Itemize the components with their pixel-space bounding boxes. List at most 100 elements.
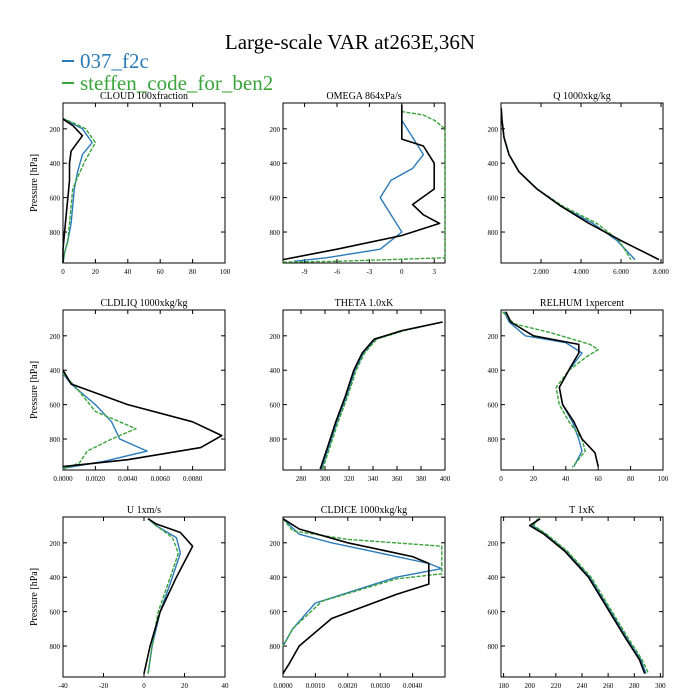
panel-8-xtick-label: 0.0030 [371,682,391,690]
panel-5-ytick-label: 600 [270,402,281,410]
panel-2-ytick-label: 400 [270,160,281,168]
panel-3-frame [500,102,664,264]
panel-9-xtick-label: 180 [498,682,509,690]
panel-6-ytick-label: 600 [488,402,499,410]
panel-6-ytick-label: 400 [488,367,499,375]
panel-5-xtick-label: 340 [368,475,379,483]
panel-6-xtick-label: 80 [627,475,635,483]
panel-1-ytick-label: 200 [50,126,61,134]
panel-9-ytick-label: 800 [488,643,499,651]
panel-6-xtick-label: 20 [530,475,538,483]
panel-4-series-black [62,369,223,468]
panel-6-frame [500,309,664,471]
panel-4-xtick-label: 0.0040 [118,475,138,483]
panel-5-series-green [321,321,443,470]
legend-label-green: steffen_code_for_ben2 [80,71,274,95]
panel-1-xtick-label: 0 [61,268,65,276]
panel-2-frame [282,102,446,264]
panel-7-frame [62,516,226,678]
panel-6-series-blue [503,311,583,467]
panel-5-frame [282,309,446,471]
panel-6-xtick-label: 40 [562,475,570,483]
panel-4-ylabel: Pressure [hPa] [29,361,40,419]
panel-1-xtick-label: 40 [124,268,132,276]
panel-4-ytick-label: 200 [50,333,61,341]
panel-7-series-black [143,518,194,674]
legend-swatch-green [62,82,74,84]
panel-3-ytick-label: 600 [488,195,499,203]
panel-8-xtick-label: 0.0020 [338,682,358,690]
panel-6-xtick-label: 100 [658,475,669,483]
panel-2-xtick-label: 0 [400,268,404,276]
panel-9-xtick-label: 300 [655,682,666,690]
panel-3-xtick-label: 8.000 [653,268,669,276]
panel-9-series-green [533,518,650,674]
panel-5-series-black [319,321,443,470]
panel-4-ytick-label: 400 [50,367,61,375]
legend: 037_f2c steffen_code_for_ben2 [62,50,273,94]
panel-3-xtick-label: 6.000 [613,268,629,276]
panel-5-xtick-label: 280 [296,475,307,483]
panel-5-title: THETA 1.0xK [335,298,394,309]
legend-label-blue: 037_f2c [80,49,149,73]
panel-7-ytick-label: 200 [50,540,61,548]
panel-2-title: OMEGA 864xPa/s [326,91,401,102]
panel-1-xtick-label: 100 [220,268,231,276]
panel-1-xtick-label: 80 [189,268,197,276]
panel-5-xtick-label: 300 [320,475,331,483]
panel-3-ytick-label: 800 [488,229,499,237]
panel-9-series-blue [531,518,647,674]
panel-2-series-blue [293,104,425,262]
panel-8-series-black [282,518,430,675]
panel-8-xtick-label: 0.0040 [403,682,423,690]
panel-3-series-black [500,108,660,261]
panel-6-series-black [505,311,599,467]
panel-9-xtick-label: 200 [524,682,535,690]
panel-8-ytick-label: 400 [270,574,281,582]
panel-6-ytick-label: 200 [488,333,499,341]
panel-4-title: CLDLIQ 1000xkg/kg [101,298,188,309]
panel-7-xtick-label: 40 [222,682,230,690]
panel-7-title: U 1xm/s [127,505,161,516]
panel-2-series-green [282,104,446,263]
panel-2-xtick-label: -9 [302,268,308,276]
panel-5-ytick-label: 800 [270,436,281,444]
panel-8-xtick-label: 0.0010 [306,682,326,690]
panel-7-xtick-label: 20 [181,682,189,690]
panel-4-frame [62,309,226,471]
panel-2-ytick-label: 800 [270,229,281,237]
panel-9-title: T 1xK [569,505,595,516]
panel-5-ytick-label: 400 [270,367,281,375]
panel-1-ylabel: Pressure [hPa] [29,154,40,212]
panel-4-xtick-label: 0.0020 [86,475,106,483]
panel-1-frame [62,102,226,264]
panel-4-series-green [62,373,137,470]
panel-2-xtick-label: -6 [334,268,340,276]
panel-9-xtick-label: 280 [629,682,640,690]
panel-1-series-green [62,117,97,264]
panel-2-xtick-label: 3 [432,268,436,276]
panel-7-xtick-label: -40 [58,682,68,690]
panel-5-xtick-label: 400 [440,475,451,483]
panel-8-xtick-label: 0.0000 [273,682,293,690]
panel-9-series-black [528,518,646,674]
panel-6-title: RELHUM 1xpercent [540,298,624,309]
figure-title: Large-scale VAR at263E,36N [224,30,476,54]
panel-9-ytick-label: 400 [488,574,499,582]
panel-6-series-green [502,311,599,468]
panel-9-xtick-label: 240 [577,682,588,690]
legend-item-blue: 037_f2c [62,50,273,72]
panel-6-xtick-label: 0 [499,475,503,483]
legend-swatch-blue [62,60,74,62]
panel-4-xtick-label: 0.0080 [183,475,203,483]
panel-9-xtick-label: 220 [551,682,562,690]
panel-9-ytick-label: 600 [488,609,499,617]
panel-5-ytick-label: 200 [270,333,281,341]
legend-item-green: steffen_code_for_ben2 [62,72,273,94]
panel-1-xtick-label: 60 [157,268,165,276]
panel-4-ytick-label: 600 [50,402,61,410]
panel-8-ytick-label: 800 [270,643,281,651]
panel-3-title: Q 1000xkg/kg [553,91,611,102]
panel-2-series-black [282,104,441,261]
